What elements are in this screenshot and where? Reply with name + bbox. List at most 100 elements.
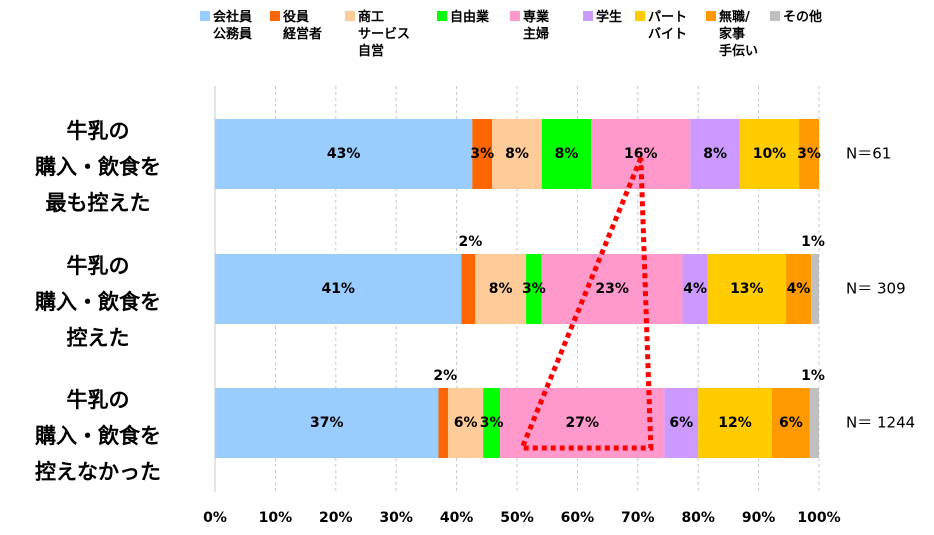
data-label-r1-s4: 23% — [595, 281, 629, 297]
bar-segment-r1-s2 — [475, 254, 527, 324]
data-label-r2-s0: 37% — [310, 415, 344, 431]
bar-segment-r1-s7 — [785, 254, 812, 324]
legend-swatch — [345, 11, 355, 21]
category-label-line: 購入・飲食を — [34, 290, 161, 314]
category-label-line: 牛乳の — [67, 388, 130, 412]
legend-label: 家事 — [719, 26, 745, 42]
bar-segment-r2-s1 — [438, 388, 449, 458]
legend-label: 役員 — [283, 9, 309, 25]
category-labels: 牛乳の購入・飲食を最も控えた牛乳の購入・飲食を控えた牛乳の購入・飲食を控えなかっ… — [34, 119, 161, 484]
bar-segment-r0-s3 — [541, 119, 592, 189]
bar-segment-r1-s8 — [811, 254, 819, 324]
data-label-r0-s6: 10% — [753, 146, 787, 162]
x-tick-label-10: 100% — [797, 510, 840, 526]
data-label-r0-s0: 43% — [327, 146, 361, 162]
legend-label: その他 — [783, 9, 822, 25]
legend-label: 手伝い — [719, 43, 758, 59]
bar-segment-r0-s5 — [690, 119, 740, 189]
bar-segment-r2-s5 — [664, 388, 699, 458]
legend-label: 専業 — [523, 9, 550, 25]
data-label-r0-s2: 8% — [505, 146, 529, 162]
legend-label: 学生 — [596, 9, 622, 25]
n-label-0: N＝61 — [846, 145, 891, 163]
n-labels: N＝61 N＝ 309 N＝ 1244 — [846, 145, 915, 432]
bar-segment-r2-s0 — [215, 388, 439, 458]
data-label-r2-s1: 2% — [433, 368, 457, 384]
data-label-r1-s5: 4% — [683, 281, 707, 297]
bar-segment-r1-s6 — [707, 254, 786, 324]
legend-label: バイト — [648, 27, 687, 42]
bar-segment-r2-s6 — [698, 388, 772, 458]
legend-label: 商工 — [358, 9, 384, 25]
legend-item-3: 自由業 — [437, 9, 490, 25]
x-tick-label-4: 40% — [440, 510, 474, 526]
bar-segment-r1-s1 — [461, 254, 476, 324]
category-label-line: 牛乳の — [67, 119, 130, 143]
category-label-line: 購入・飲食を — [34, 424, 161, 448]
bar-segment-r0-s1 — [472, 119, 493, 189]
legend-item-8: その他 — [770, 9, 822, 25]
category-label-line: 控えた — [67, 326, 130, 350]
data-label-r2-s8: 1% — [801, 368, 825, 384]
category-label-line: 購入・飲食を — [34, 155, 161, 179]
data-label-r1-s2: 8% — [489, 281, 513, 297]
data-label-r2-s3: 3% — [480, 415, 504, 431]
data-label-r1-s1: 2% — [458, 234, 482, 250]
legend-swatch — [200, 11, 210, 21]
data-label-r1-s8: 1% — [801, 234, 825, 250]
data-label-r2-s4: 27% — [565, 415, 599, 431]
legend-swatch — [583, 11, 593, 21]
bars — [215, 119, 819, 458]
bar-segment-r1-s4 — [541, 254, 683, 324]
legend-label: 自由業 — [450, 9, 490, 25]
legend-label: 主婦 — [523, 26, 549, 42]
x-tick-label-0: 0% — [203, 510, 227, 526]
data-label-r0-s1: 3% — [470, 146, 494, 162]
bar-segment-r0-s7 — [799, 119, 819, 189]
n-label-1: N＝ 309 — [846, 280, 906, 298]
legend-label: 公務員 — [213, 26, 252, 42]
bar-segment-r0-s0 — [215, 119, 473, 189]
x-axis-ticks: 0% 10% 20% 30% 40% 50% 60% 70% 80% 90% 100% — [203, 510, 841, 526]
data-label-r2-s2: 6% — [454, 415, 478, 431]
data-label-r0-s5: 8% — [703, 146, 727, 162]
x-tick-label-3: 30% — [379, 510, 413, 526]
legend-label: 自営 — [358, 43, 384, 59]
category-label-line: 最も控えた — [46, 191, 151, 215]
x-tick-label-6: 60% — [561, 510, 595, 526]
bar-segment-r2-s7 — [771, 388, 810, 458]
legend-swatch — [437, 11, 447, 21]
legend-swatch — [706, 11, 716, 21]
bar-segment-r0-s6 — [739, 119, 800, 189]
data-label-r1-s0: 41% — [321, 281, 355, 297]
bar-segment-r0-s2 — [492, 119, 542, 189]
legend-swatch — [635, 11, 645, 21]
legend-swatch — [270, 11, 280, 21]
bar-segment-r2-s2 — [448, 388, 484, 458]
category-label-line: 牛乳の — [67, 254, 130, 278]
x-tick-label-7: 70% — [621, 510, 655, 526]
data-label-r2-s6: 12% — [718, 415, 752, 431]
data-label-r0-s7: 3% — [797, 146, 821, 162]
legend-item-5: 学生 — [583, 9, 622, 25]
legend-label: サービス — [358, 26, 410, 42]
dotted-triangle-annotation — [518, 157, 654, 451]
bar-segment-r2-s8 — [809, 388, 819, 458]
bar-segment-r1-s3 — [526, 254, 542, 324]
legend-label: 経営者 — [283, 26, 322, 42]
bar-segment-r1-s0 — [215, 254, 462, 324]
data-labels: 43% 3% 8% 8% 16% 8% 10% 3% 41% 2% 8% 3% 23% 4% 13% 4% 1%… — [310, 146, 825, 431]
data-label-r1-s7: 4% — [787, 281, 811, 297]
data-label-r1-s6: 13% — [730, 281, 764, 297]
bar-segment-r2-s3 — [483, 388, 501, 458]
x-tick-label-5: 50% — [500, 510, 534, 526]
